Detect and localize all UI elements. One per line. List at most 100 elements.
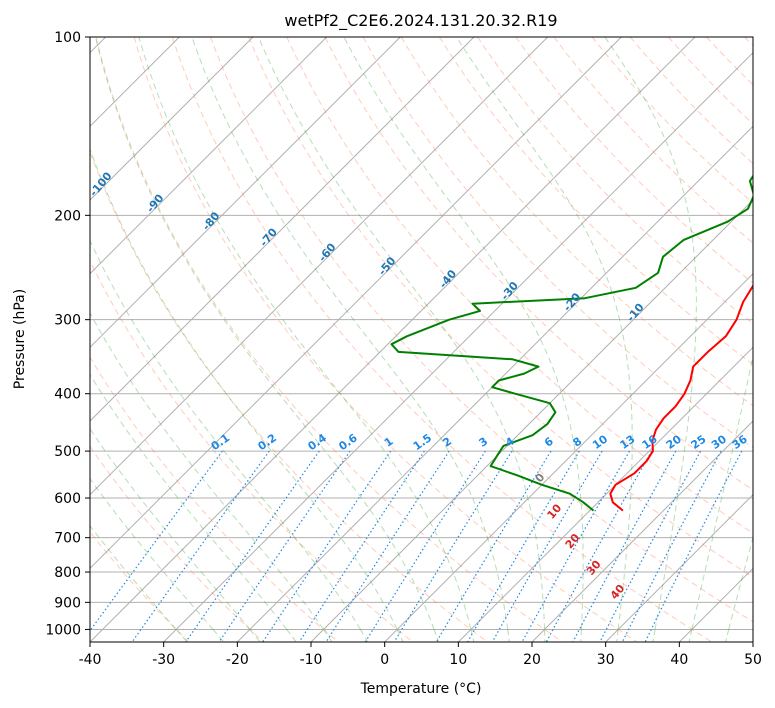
profile-lines bbox=[390, 174, 753, 512]
dry-adiabat-line bbox=[90, 259, 414, 642]
mixing-ratio-line bbox=[262, 450, 392, 642]
moist-adiabat-line bbox=[343, 37, 584, 630]
x-tick-label: -30 bbox=[152, 652, 175, 668]
dry-adiabat-label: -10 bbox=[624, 301, 647, 325]
moist-adiabat-line bbox=[212, 629, 225, 642]
dry-adiabat-line bbox=[438, 37, 753, 366]
y-tick-label: 900 bbox=[54, 595, 81, 611]
moist-adiabat-line bbox=[90, 373, 288, 630]
moist-adiabat-line bbox=[691, 353, 753, 630]
y-tick-label: 700 bbox=[54, 531, 81, 547]
dry-adiabat-line bbox=[286, 37, 753, 534]
x-tick-label: -40 bbox=[79, 652, 102, 668]
moist-adiabat-line bbox=[90, 477, 214, 630]
isotherm-line bbox=[678, 567, 753, 642]
isotherm-line bbox=[531, 420, 753, 642]
isotherm-line bbox=[163, 51, 753, 642]
dry-adiabat-line bbox=[362, 37, 753, 449]
moist-adiabat-line bbox=[766, 37, 775, 629]
mixing-ratio-label: 20 bbox=[664, 432, 684, 452]
moist-adiabat-line bbox=[191, 37, 509, 630]
mixing-ratio-label: 30 bbox=[709, 432, 729, 452]
mixing-ratio-line bbox=[131, 450, 270, 642]
mixing-ratio-line bbox=[621, 450, 722, 642]
y-tick-label: 500 bbox=[54, 444, 81, 460]
dry-adiabat-line bbox=[90, 531, 190, 642]
dry-adiabat-line bbox=[591, 37, 753, 204]
isotherm-line bbox=[90, 37, 696, 642]
isotherm-line bbox=[90, 37, 549, 496]
moist-adiabat-line bbox=[728, 535, 753, 630]
chart-title: wetPf2_C2E6.2024.131.20.32.R19 bbox=[284, 11, 557, 31]
x-tick-label: -20 bbox=[226, 652, 249, 668]
x-tick-label: 40 bbox=[670, 652, 688, 668]
isotherm-line bbox=[90, 37, 328, 275]
line-labels: 0.1 0.2 0.4 0.6 1 1.5 2 3 4 6 8 10 13 16 20 25 30 36-100-… bbox=[87, 169, 750, 602]
mixing-ratio-line bbox=[325, 450, 450, 642]
y-axis: 100 200 300 400 500 600 700 800 900 1000 bbox=[45, 30, 90, 638]
y-tick-label: 100 bbox=[54, 30, 81, 46]
moist-adiabat-line bbox=[90, 427, 251, 630]
isotherm-line bbox=[90, 37, 401, 349]
dry-adiabat-line bbox=[477, 37, 753, 325]
moist-adiabat-line bbox=[249, 629, 261, 642]
mixing-ratio-label: 3 bbox=[477, 435, 491, 450]
dry-adiabat-line bbox=[90, 445, 264, 642]
dry-adiabat-line bbox=[706, 37, 753, 86]
mixing-ratio-line bbox=[218, 450, 351, 642]
x-tick-label: 50 bbox=[744, 652, 762, 668]
dry-adiabat-label: -60 bbox=[316, 240, 339, 264]
moist-adiabat-line bbox=[507, 629, 510, 642]
isotherm-line bbox=[90, 37, 475, 422]
mixing-ratio-line bbox=[435, 450, 552, 642]
mixing-ratio-line bbox=[364, 450, 486, 642]
dry-adiabat-label: -90 bbox=[144, 191, 167, 215]
y-tick-label: 300 bbox=[54, 313, 81, 329]
y-tick-label: 1000 bbox=[45, 622, 81, 638]
dry-adiabat-label: -20 bbox=[561, 290, 584, 314]
moist-adiabat-line bbox=[652, 629, 656, 642]
moist-adiabat-line bbox=[94, 37, 435, 630]
mixing-ratio-label: 1 bbox=[382, 435, 396, 450]
background-lines bbox=[90, 37, 775, 642]
moist-adiabat-label: 10 bbox=[544, 501, 564, 521]
dry-adiabat-label: -70 bbox=[257, 225, 280, 249]
moist-adiabat-line bbox=[725, 629, 730, 642]
moist-adiabat-label: 30 bbox=[584, 558, 604, 578]
y-tick-label: 800 bbox=[54, 565, 81, 581]
x-tick-label: 20 bbox=[523, 652, 541, 668]
dry-adiabat-label: -80 bbox=[200, 209, 223, 233]
dry-adiabat-line bbox=[553, 37, 753, 244]
mixing-ratio-label: 1.5 bbox=[411, 431, 434, 453]
x-tick-label: 10 bbox=[449, 652, 467, 668]
x-tick-label: 0 bbox=[380, 652, 389, 668]
dry-adiabat-line bbox=[90, 356, 339, 642]
mixing-ratio-line bbox=[644, 450, 743, 642]
mixing-ratio-line bbox=[545, 450, 653, 642]
moist-adiabat-line bbox=[286, 629, 297, 642]
mixing-ratio-line bbox=[90, 450, 223, 632]
moist-adiabat-line bbox=[396, 629, 404, 642]
isotherm-line bbox=[605, 493, 753, 642]
x-tick-label: 30 bbox=[597, 652, 615, 668]
moist-adiabat-line bbox=[90, 239, 361, 630]
moist-adiabat-line bbox=[90, 311, 325, 630]
isotherm-line bbox=[236, 125, 753, 642]
moist-adiabat-line bbox=[762, 629, 766, 642]
moist-adiabat-line bbox=[359, 629, 368, 642]
isotherm-line bbox=[384, 272, 753, 642]
dry-adiabat-line bbox=[95, 37, 563, 642]
moist-adiabat-line bbox=[90, 525, 177, 630]
mixing-ratio-line bbox=[491, 450, 603, 642]
moist-adiabat-line bbox=[688, 629, 693, 642]
moist-adiabat-line bbox=[470, 629, 475, 642]
mixing-ratio-line bbox=[521, 450, 631, 642]
moist-adiabat-line bbox=[257, 37, 546, 630]
isotherm-line bbox=[310, 199, 753, 642]
moist-adiabat-line bbox=[138, 37, 472, 630]
dewpoint-profile-line bbox=[390, 174, 753, 512]
mixing-ratio-label: 0.2 bbox=[256, 431, 279, 453]
mixing-ratio-line bbox=[393, 450, 513, 642]
